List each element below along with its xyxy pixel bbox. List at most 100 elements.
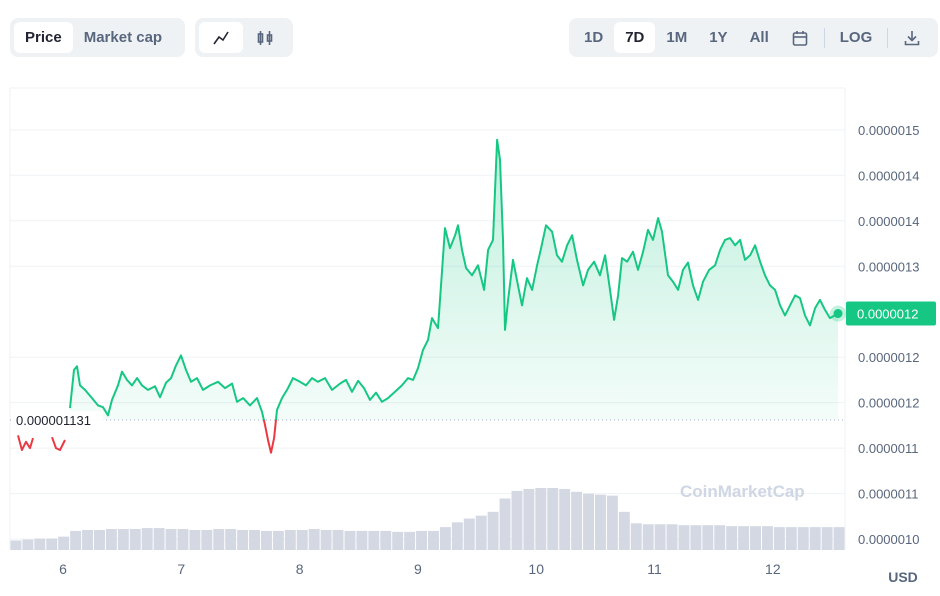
volume-bar	[82, 529, 93, 550]
range-tab[interactable]: 1D	[584, 29, 604, 46]
volume-bar	[344, 530, 356, 550]
volume-bar	[165, 529, 177, 550]
reference-label-bg	[13, 410, 103, 429]
volume-bar	[523, 488, 535, 550]
y-tick-label: 0.0000014	[858, 168, 919, 183]
volume-bar	[821, 527, 833, 550]
y-tick-label: 0.0000011	[858, 487, 919, 502]
range-tab[interactable]: 1M	[666, 29, 688, 46]
volume-bar	[785, 527, 797, 550]
volume-bar	[428, 530, 439, 550]
volume-bar	[404, 531, 416, 550]
metric-tabs: Price Market cap	[10, 18, 185, 57]
x-tick-label: 10	[528, 561, 544, 577]
y-tick-label: 0.0000012	[858, 350, 919, 365]
y-tick-label: 0.0000013	[858, 259, 919, 274]
volume-bar	[34, 538, 46, 550]
y-tick-label: 0.0000015	[858, 123, 919, 138]
volume-bar	[94, 529, 105, 550]
volume-bar	[547, 488, 559, 550]
volume-bar	[308, 529, 320, 550]
volume-bar	[237, 529, 249, 550]
y-tick-label: 0.0000011	[858, 441, 919, 456]
volume-bar	[22, 539, 34, 550]
range-tabs: 1D 7D 1M 1Y All LOG	[569, 18, 938, 57]
volume-bar	[738, 526, 750, 550]
volume-bar	[249, 529, 260, 550]
volume-bar	[141, 528, 153, 550]
volume-bar	[535, 488, 547, 550]
range-tab[interactable]: 7D	[614, 22, 656, 53]
volume-bar	[499, 498, 511, 550]
volume-bar	[439, 527, 451, 550]
range-tab[interactable]: All	[749, 29, 769, 46]
volume-bar	[368, 530, 380, 550]
current-marker	[833, 309, 843, 319]
volume-bar	[117, 529, 129, 550]
volume-bar	[272, 530, 284, 550]
volume-bar	[773, 527, 785, 550]
volume-bar	[284, 529, 296, 550]
volume-bar	[809, 527, 821, 550]
volume-bar	[225, 529, 237, 550]
download-icon	[904, 30, 920, 45]
volume-bar	[213, 529, 225, 550]
watermark: CoinMarketCap	[680, 482, 805, 501]
volume-bar	[833, 527, 845, 550]
line-icon	[213, 31, 229, 44]
candle-icon	[257, 30, 273, 45]
volume-bar	[654, 524, 666, 550]
volume-bar	[726, 526, 738, 550]
volume-bar	[487, 511, 499, 550]
volume-bar	[129, 529, 141, 550]
metric-tab[interactable]: Price	[14, 22, 73, 53]
volume-bar	[177, 529, 189, 550]
x-tick-label: 7	[177, 561, 185, 577]
volume-bar	[618, 511, 630, 550]
chart-style	[195, 18, 293, 57]
y-tick-label: 0.0000014	[858, 214, 919, 229]
volume-bar	[702, 525, 714, 550]
volume-bar	[58, 536, 70, 550]
volume-bar	[690, 525, 702, 550]
volume-bar	[595, 494, 606, 550]
price-line	[17, 138, 839, 454]
volume-bar	[475, 515, 487, 550]
line-style-button[interactable]	[199, 22, 243, 53]
calendar-icon	[792, 30, 808, 46]
x-tick-label: 12	[765, 561, 781, 577]
volume-bar	[320, 529, 332, 550]
x-tick-label: 8	[296, 561, 304, 577]
volume-bar	[559, 488, 571, 550]
volume-bar	[380, 530, 392, 550]
volume-bar	[642, 524, 654, 550]
volume-bar	[511, 490, 523, 550]
volume-bar	[463, 518, 475, 550]
volume-bar	[189, 529, 201, 550]
candle-style-button[interactable]	[243, 22, 287, 53]
volume-bar	[678, 525, 690, 550]
volume-bar	[797, 527, 809, 550]
volume-bar	[46, 538, 58, 550]
separator	[887, 27, 889, 48]
volume-bar	[70, 530, 82, 550]
range-tab[interactable]: 1Y	[709, 29, 728, 46]
volume-bar	[762, 526, 773, 550]
volume-bar	[583, 493, 594, 550]
volume-bar	[10, 540, 22, 550]
reference-label: 0.000001131	[16, 413, 91, 428]
volume-bar	[296, 529, 308, 550]
volume-bar	[356, 530, 368, 550]
current-price-label: 0.0000012	[857, 307, 918, 322]
metric-tab[interactable]: Market cap	[83, 29, 163, 46]
volume-bar	[666, 524, 678, 550]
calendar-button[interactable]	[780, 22, 820, 53]
volume-bar	[571, 491, 583, 550]
volume-bar	[451, 522, 463, 550]
log-button[interactable]: LOG	[839, 29, 873, 46]
volume-bar	[750, 526, 761, 550]
current-price-badge	[846, 301, 936, 326]
download-button[interactable]	[892, 22, 932, 53]
currency-label: USD	[888, 569, 918, 585]
